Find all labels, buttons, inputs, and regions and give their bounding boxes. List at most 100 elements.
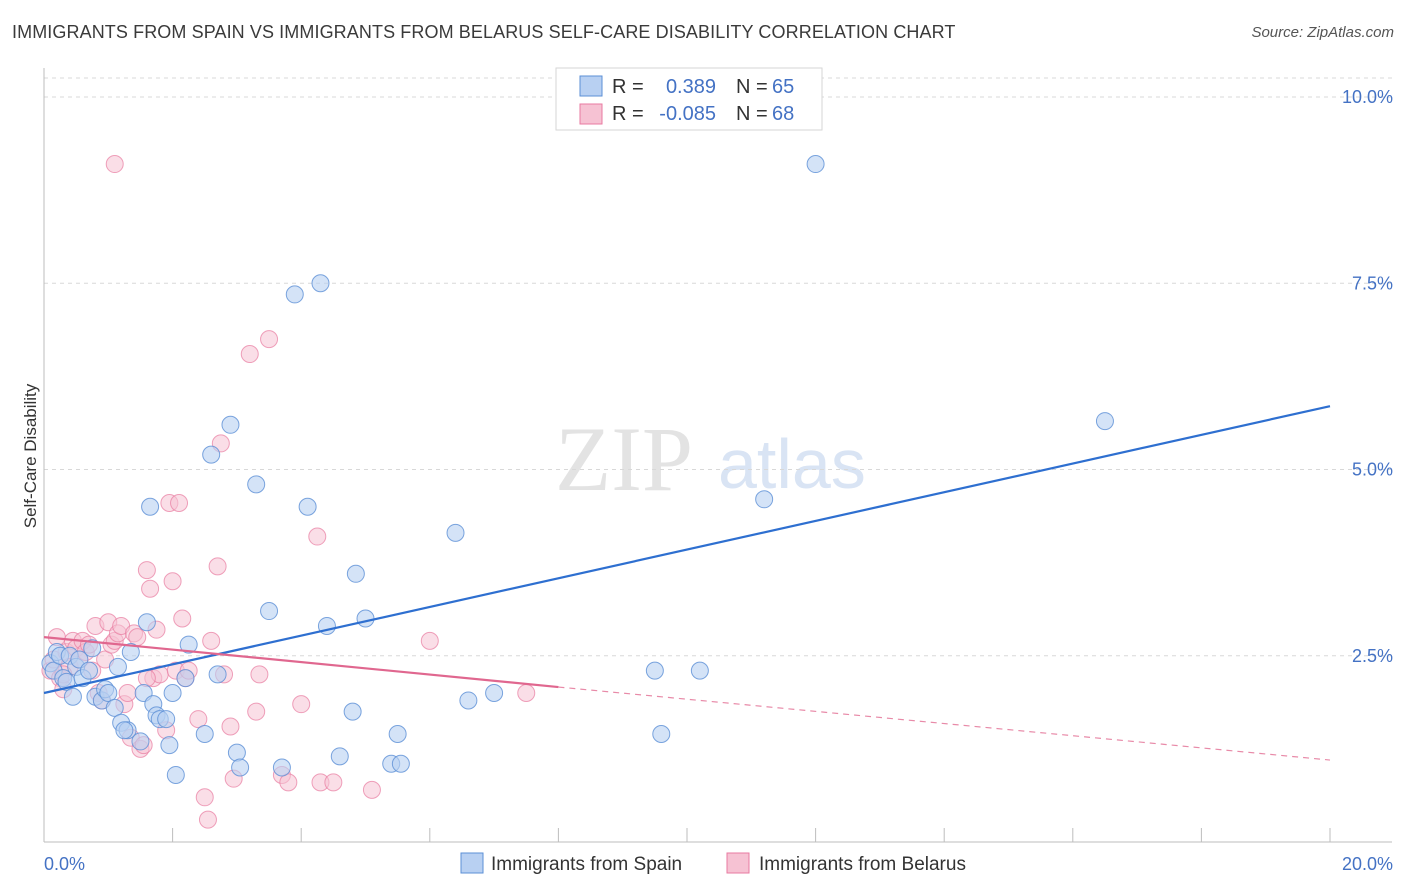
point-belarus (420, 631, 439, 650)
point-spain (105, 698, 124, 717)
point-belarus (279, 773, 298, 792)
point-spain (99, 684, 118, 702)
point-belarus (260, 330, 279, 349)
legend-n-value-belarus: 68 (772, 103, 794, 125)
point-spain (179, 635, 198, 654)
point-belarus (362, 780, 381, 799)
point-spain (485, 684, 504, 702)
point-belarus (105, 155, 124, 174)
legend-n-label-belarus: N = (736, 103, 768, 125)
point-spain (227, 743, 246, 762)
point-spain (652, 724, 671, 743)
point-spain (80, 661, 99, 680)
point-belarus (324, 773, 343, 792)
point-spain (272, 758, 291, 777)
point-spain (446, 523, 465, 542)
x-tick-label-max: 20.0% (1342, 854, 1393, 874)
gridlines (44, 77, 1392, 657)
point-spain (356, 609, 375, 628)
point-spain (141, 497, 160, 516)
point-spain (157, 710, 176, 729)
y-axis-label: Self-Care Disability (21, 383, 40, 528)
point-spain (330, 747, 349, 766)
point-spain (806, 155, 825, 174)
legend-r-value-spain: 0.389 (666, 76, 716, 98)
axes (43, 68, 1392, 843)
point-belarus (208, 557, 227, 576)
x-tick-labels: 0.0% 20.0% (44, 854, 1393, 874)
point-spain (166, 765, 185, 784)
trend-line-spain (43, 405, 1331, 695)
point-spain (391, 754, 410, 773)
legend-n-value-spain: 65 (772, 76, 794, 98)
point-spain (1095, 412, 1114, 431)
point-spain (121, 643, 140, 662)
point-spain (346, 564, 365, 583)
point-belarus (250, 665, 269, 684)
point-spain (645, 661, 664, 680)
point-belarus (189, 710, 208, 729)
point-belarus (118, 684, 137, 702)
bottom-legend: Immigrants from Spain Immigrants from Be… (460, 852, 966, 875)
point-belarus (517, 684, 536, 702)
point-spain (83, 639, 102, 658)
point-spain (115, 721, 134, 740)
point-belarus (163, 572, 182, 591)
point-spain (343, 702, 362, 721)
trend-line-belarus (43, 636, 559, 689)
point-spain (298, 497, 317, 516)
bottom-legend-swatch-spain (460, 852, 484, 874)
point-spain (247, 475, 266, 494)
point-belarus (240, 345, 259, 364)
bottom-legend-label-spain: Immigrants from Spain (491, 854, 682, 875)
point-spain (459, 691, 478, 710)
point-belarus (308, 527, 327, 546)
legend-n-label-spain: N = (736, 76, 768, 98)
point-belarus (202, 631, 221, 650)
point-spain (137, 613, 156, 632)
legend-swatch-belarus (579, 103, 603, 125)
point-spain (160, 736, 179, 755)
point-spain (311, 274, 330, 293)
bottom-legend-swatch-belarus (726, 852, 750, 874)
point-spain (131, 732, 150, 751)
source-label: Source: ZipAtlas.com (1251, 24, 1394, 41)
point-belarus (221, 717, 240, 736)
point-belarus (137, 561, 156, 580)
point-belarus (292, 695, 311, 714)
point-belarus (170, 494, 189, 513)
y-tick-label: 5.0% (1352, 460, 1393, 480)
y-tick-labels: 2.5% 5.0% 7.5% 10.0% (1342, 87, 1393, 666)
chart-title: IMMIGRANTS FROM SPAIN VS IMMIGRANTS FROM… (12, 22, 956, 42)
bottom-legend-label-belarus: Immigrants from Belarus (759, 854, 966, 875)
point-spain (176, 669, 195, 688)
point-spain (63, 687, 82, 706)
point-belarus (198, 810, 217, 829)
point-spain (108, 657, 127, 676)
point-spain (260, 602, 279, 621)
point-spain (755, 490, 774, 509)
point-spain (163, 684, 182, 702)
point-belarus (173, 609, 192, 628)
trend-lines (43, 405, 1331, 761)
legend-r-label-spain: R = (612, 76, 644, 98)
point-spain (388, 724, 407, 743)
watermark-atlas: atlas (718, 425, 866, 503)
legend-r-value-belarus: -0.085 (659, 103, 716, 125)
trend-line-belarus-extrapolated (558, 686, 1331, 761)
point-spain (231, 758, 250, 777)
point-belarus (141, 579, 160, 598)
point-belarus (195, 788, 214, 807)
y-tick-label: 10.0% (1342, 87, 1393, 107)
point-spain (208, 665, 227, 684)
point-spain (285, 285, 304, 304)
point-spain (690, 661, 709, 680)
y-tick-label: 2.5% (1352, 646, 1393, 666)
watermark-zip: ZIP (555, 408, 693, 510)
point-spain (221, 415, 240, 434)
top-legend: R = 0.389 N = 65 R = -0.085 N = 68 (555, 67, 823, 131)
legend-r-label-belarus: R = (612, 103, 644, 125)
point-belarus (247, 702, 266, 721)
y-tick-label: 7.5% (1352, 273, 1393, 293)
